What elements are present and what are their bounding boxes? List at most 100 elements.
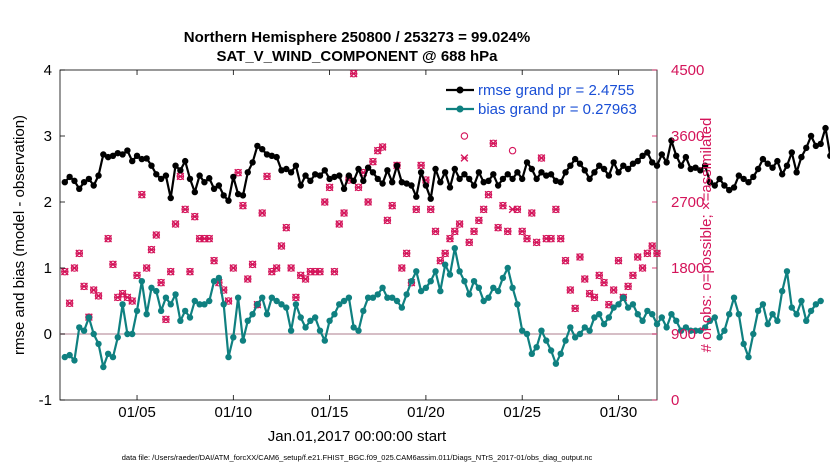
obs-possible-point [508, 146, 517, 155]
bias-point [475, 284, 483, 291]
obs-assimilated-point [258, 209, 267, 217]
bias-point [639, 317, 646, 324]
bias-point [244, 317, 251, 324]
obs-assimilated-point [576, 253, 584, 261]
rmse-point [721, 182, 728, 189]
obs-assimilated-point [499, 201, 507, 210]
bias-point [509, 284, 516, 291]
bias-point [764, 320, 771, 328]
rmse-point [172, 162, 179, 169]
rmse-point [538, 169, 545, 176]
bias-point [788, 304, 796, 311]
obs-assimilated-point [89, 286, 98, 294]
bias-point [600, 320, 608, 328]
rmse-point [793, 169, 800, 176]
bias-point [393, 297, 401, 305]
bias-point [172, 291, 179, 298]
rmse-point [225, 197, 232, 204]
bias-point [167, 301, 174, 308]
bias-point [379, 284, 386, 291]
y-tick-label: 1 [44, 260, 52, 277]
rmse-point [129, 157, 136, 165]
bias-point [803, 317, 810, 324]
rmse-point [697, 167, 704, 174]
bias-point [66, 351, 73, 359]
y-tick-label: -1 [39, 392, 52, 409]
rmse-point [263, 151, 271, 158]
bias-point [673, 317, 680, 324]
rmse-point [803, 144, 810, 152]
rmse-point [807, 132, 815, 140]
rmse-point [629, 160, 637, 167]
obs-assimilated-point [600, 278, 608, 287]
bias-point [547, 347, 555, 354]
bias-point [350, 324, 357, 331]
bias-point [576, 330, 584, 338]
obs-assimilated-point [441, 249, 450, 258]
rmse-point [778, 171, 786, 178]
bias-point [615, 301, 622, 308]
obs-assimilated-point [205, 234, 214, 243]
obs-assimilated-point [547, 234, 555, 243]
rmse-point [533, 175, 540, 183]
bias-point [297, 314, 304, 321]
obs-assimilated-point [465, 238, 474, 247]
rmse-point [509, 175, 516, 183]
rmse-point [759, 155, 767, 163]
obs-assimilated-point [186, 267, 194, 276]
y-right-tick-label: 1800 [671, 260, 704, 277]
obs-assimilated-point [503, 227, 512, 236]
rmse-point [726, 186, 733, 194]
bias-point [716, 334, 723, 341]
obs-assimilated-point [349, 69, 358, 78]
obs-assimilated-point [162, 315, 170, 324]
rmse-point [403, 180, 410, 187]
rmse-point [360, 177, 367, 185]
obs-assimilated-point [450, 227, 459, 236]
obs-assimilated-point [142, 264, 151, 272]
rmse-point [119, 151, 126, 158]
bias-point [302, 324, 309, 331]
rmse-point [100, 151, 107, 158]
obs-assimilated-point [446, 234, 454, 243]
obs-assimilated-point [181, 205, 190, 214]
bias-point [239, 337, 247, 344]
bias-point [711, 314, 718, 321]
rmse-point [600, 165, 608, 173]
rmse-point [774, 157, 781, 165]
legend-bias-marker [456, 105, 464, 113]
obs-assimilated-point [325, 183, 334, 192]
y-tick-label: 4 [44, 62, 52, 79]
obs-assimilated-point [104, 234, 113, 243]
rmse-point [321, 167, 328, 174]
legend-box [441, 77, 655, 121]
rmse-point [283, 165, 290, 173]
obs-assimilated-point [523, 234, 531, 243]
obs-assimilated-point [234, 168, 243, 177]
y-tick-label: 2 [44, 194, 52, 211]
obs-assimilated-point [470, 227, 478, 236]
bias-point [586, 327, 593, 334]
rmse-point [292, 162, 300, 169]
rmse-point [273, 153, 280, 161]
bias-point [518, 327, 526, 334]
chart-subtitle: SAT_V_WIND_COMPONENT @ 688 hPa [216, 48, 498, 65]
bias-point [528, 350, 536, 357]
rmse-point [350, 177, 357, 185]
obs-assimilated-point [518, 227, 527, 236]
bias-point [543, 337, 550, 344]
rmse-point [181, 157, 189, 165]
bias-point [153, 287, 160, 295]
rmse-point [456, 175, 463, 183]
legend-rmse-marker [456, 86, 464, 94]
bias-point [157, 307, 165, 315]
obs-assimilated-point [301, 275, 310, 283]
bias-point [278, 301, 285, 308]
rmse-point [480, 179, 487, 186]
bias-point [85, 314, 93, 321]
obs-assimilated-point [426, 205, 435, 214]
bias-point [620, 294, 627, 301]
bias-point [292, 301, 300, 308]
rmse-point [610, 159, 617, 166]
bias-point [210, 278, 218, 285]
